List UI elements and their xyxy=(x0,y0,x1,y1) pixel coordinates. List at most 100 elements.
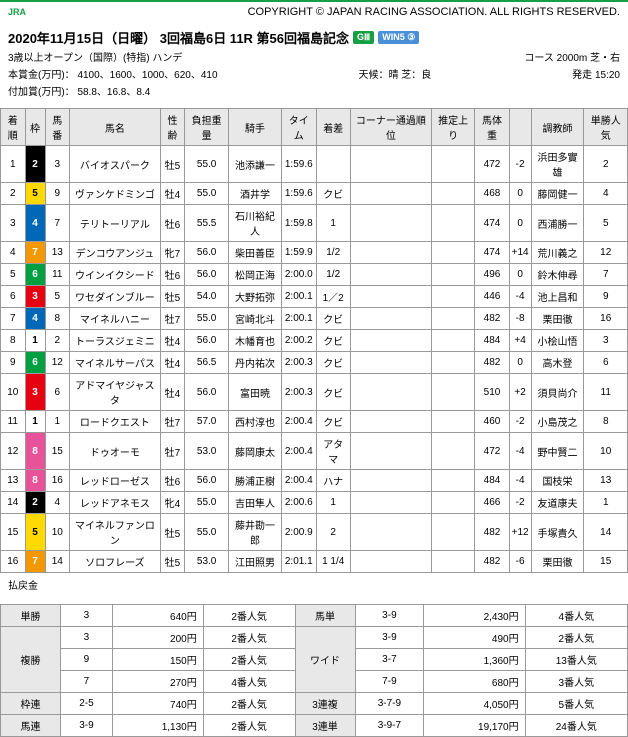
win5-badge: WIN5 ③ xyxy=(378,31,419,44)
cell-diff: 1/2 xyxy=(316,242,350,264)
cell-time: 2:00.1 xyxy=(281,286,316,308)
payout2-num: 3-7-9 xyxy=(355,693,424,715)
payout-pop: 2番人気 xyxy=(203,693,295,715)
cell-bw: 510 xyxy=(475,374,509,411)
cell-corner xyxy=(350,146,431,183)
cell-agari xyxy=(431,183,474,205)
cell-time: 2:00.1 xyxy=(281,308,316,330)
cell-jk: 藤井勘一郎 xyxy=(229,514,282,551)
col-header: タイム xyxy=(281,109,316,146)
cell-rank: 14 xyxy=(1,492,26,514)
cell-pop: 1 xyxy=(584,492,628,514)
payout-num: 3-9 xyxy=(61,715,113,737)
cell-name: ヴァンケドミンゴ xyxy=(70,183,161,205)
payout2-pop: 3番人気 xyxy=(525,671,627,693)
payout-yen: 200円 xyxy=(112,627,203,649)
payout2-yen: 2,430円 xyxy=(424,605,525,627)
col-header: 推定上り xyxy=(431,109,474,146)
cell-jk: 西村淳也 xyxy=(229,411,282,433)
cell-sa: 牡4 xyxy=(160,352,184,374)
race-weather: 天候：晴 芝：良 xyxy=(358,66,431,81)
cell-rank: 8 xyxy=(1,330,26,352)
cell-bw: 474 xyxy=(475,205,509,242)
cell-time: 1:59.6 xyxy=(281,183,316,205)
cell-bwd: 0 xyxy=(509,352,531,374)
cell-waku: 3 xyxy=(25,286,45,308)
result-row: 15510マイネルファンロン牡555.0藤井勘一郎2:00.92482+12手塚… xyxy=(1,514,628,551)
cell-jk: 池添謙一 xyxy=(229,146,282,183)
cell-pop: 2 xyxy=(584,146,628,183)
cell-num: 2 xyxy=(45,330,70,352)
cell-wt: 53.0 xyxy=(185,551,229,573)
cell-bw: 482 xyxy=(475,308,509,330)
cell-rank: 9 xyxy=(1,352,26,374)
cell-sa: 牡7 xyxy=(160,411,184,433)
payout2-num: 3-9 xyxy=(355,605,424,627)
cell-jk: 大野拓弥 xyxy=(229,286,282,308)
col-header: 枠 xyxy=(25,109,45,146)
cell-jk: 吉田隼人 xyxy=(229,492,282,514)
cell-waku: 8 xyxy=(25,433,45,470)
cell-waku: 7 xyxy=(25,242,45,264)
cell-wt: 56.5 xyxy=(185,352,229,374)
cell-wt: 56.0 xyxy=(185,330,229,352)
cell-waku: 5 xyxy=(25,183,45,205)
cell-bwd: -2 xyxy=(509,411,531,433)
payout2-num: 7-9 xyxy=(355,671,424,693)
cell-diff xyxy=(316,146,350,183)
cell-sa: 牡5 xyxy=(160,286,184,308)
cell-name: ロードクエスト xyxy=(70,411,161,433)
result-row: 1036アドマイヤジャスタ牡456.0富田暁2:00.3クビ510+2須貝尚介1… xyxy=(1,374,628,411)
cell-num: 11 xyxy=(45,264,70,286)
cell-agari xyxy=(431,411,474,433)
cell-sa: 牡7 xyxy=(160,308,184,330)
cell-bw: 474 xyxy=(475,242,509,264)
cell-name: テリトーリアル xyxy=(70,205,161,242)
cell-corner xyxy=(350,242,431,264)
cell-num: 9 xyxy=(45,183,70,205)
cell-rank: 3 xyxy=(1,205,26,242)
cell-sa: 牝4 xyxy=(160,492,184,514)
cell-rank: 15 xyxy=(1,514,26,551)
col-header: 調教師 xyxy=(531,109,584,146)
cell-num: 7 xyxy=(45,205,70,242)
payout-type: 馬連 xyxy=(1,715,61,737)
cell-agari xyxy=(431,433,474,470)
cell-diff: クビ xyxy=(316,330,350,352)
result-row: 635ワセダインブルー牡554.0大野拓弥2:00.11／2446-4池上昌和9 xyxy=(1,286,628,308)
cell-num: 8 xyxy=(45,308,70,330)
payout-num: 2-5 xyxy=(61,693,113,715)
cell-waku: 4 xyxy=(25,308,45,330)
cell-waku: 8 xyxy=(25,470,45,492)
result-row: 4713デンコウアンジュ牝756.0柴田善臣1:59.91/2474+14荒川義… xyxy=(1,242,628,264)
col-header: 騎手 xyxy=(229,109,282,146)
result-row: 748マイネルハニー牡755.0宮崎北斗2:00.1クビ482-8栗田徹16 xyxy=(1,308,628,330)
cell-waku: 2 xyxy=(25,146,45,183)
cell-agari xyxy=(431,470,474,492)
cell-pop: 11 xyxy=(584,374,628,411)
race-course: コース 2000m 芝・右 xyxy=(524,49,620,64)
cell-time: 1:59.6 xyxy=(281,146,316,183)
payout2-yen: 19,170円 xyxy=(424,715,525,737)
cell-waku: 1 xyxy=(25,330,45,352)
col-header: 馬番 xyxy=(45,109,70,146)
payout2-num: 3-9-7 xyxy=(355,715,424,737)
cell-tr: 高木登 xyxy=(531,352,584,374)
cell-name: マイネルファンロン xyxy=(70,514,161,551)
cell-bw: 466 xyxy=(475,492,509,514)
result-row: 347テリトーリアル牡655.5石川裕紀人1:59.814740西浦勝一5 xyxy=(1,205,628,242)
cell-sa: 牡6 xyxy=(160,470,184,492)
cell-num: 12 xyxy=(45,352,70,374)
cell-bwd: -4 xyxy=(509,433,531,470)
cell-sa: 牡5 xyxy=(160,514,184,551)
cell-jk: 酒井学 xyxy=(229,183,282,205)
cell-diff: アタマ xyxy=(316,433,350,470)
cell-tr: 浜田多實雄 xyxy=(531,146,584,183)
col-header: 負担重量 xyxy=(185,109,229,146)
result-row: 13816レッドローゼス牡656.0勝浦正樹2:00.4ハナ484-4国枝栄13 xyxy=(1,470,628,492)
cell-name: マイネルハニー xyxy=(70,308,161,330)
cell-name: トーラスジェミニ xyxy=(70,330,161,352)
col-header xyxy=(509,109,531,146)
cell-diff: クビ xyxy=(316,411,350,433)
cell-num: 13 xyxy=(45,242,70,264)
